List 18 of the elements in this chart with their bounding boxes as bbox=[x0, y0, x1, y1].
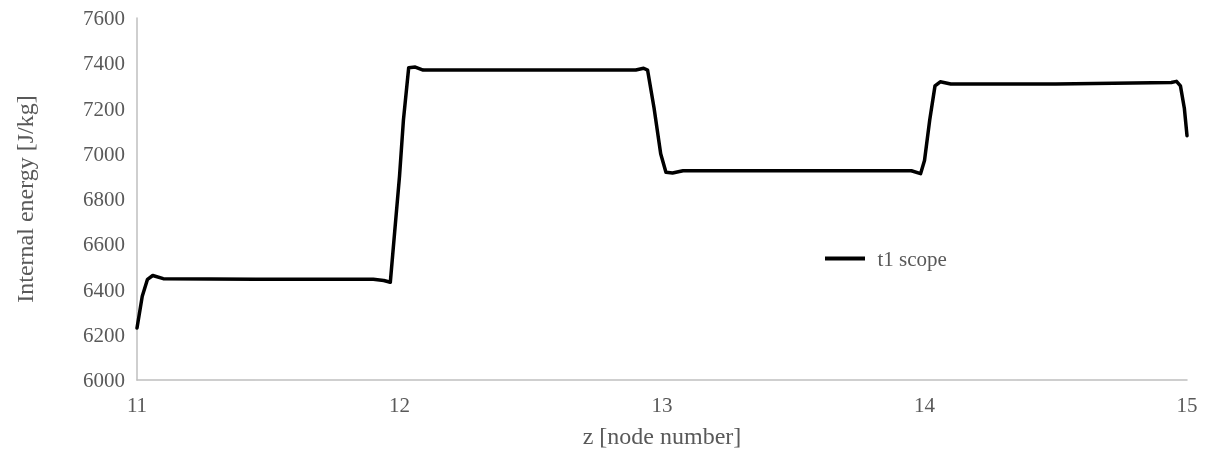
y-axis-title: Internal energy [J/kg] bbox=[12, 95, 38, 303]
x-axis-title: z [node number] bbox=[582, 423, 742, 449]
x-tick-label: 13 bbox=[651, 392, 673, 417]
y-tick-label: 6400 bbox=[83, 277, 125, 302]
line-series bbox=[135, 65, 1189, 330]
y-tick-label: 7000 bbox=[83, 141, 125, 166]
legend-label: t1 scope bbox=[877, 246, 947, 271]
x-tick-label: 14 bbox=[914, 392, 936, 417]
y-tick-label: 6000 bbox=[83, 368, 125, 392]
y-tick-label: 6200 bbox=[83, 322, 125, 347]
y-tick-label: 7400 bbox=[83, 51, 125, 76]
x-tick-label: 11 bbox=[126, 392, 148, 417]
y-tick-label: 6600 bbox=[83, 232, 125, 257]
y-tick-label: 6800 bbox=[83, 187, 125, 211]
x-tick-label: 15 bbox=[1176, 392, 1198, 417]
y-tick-label: 7600 bbox=[83, 6, 125, 30]
x-tick-label: 12 bbox=[389, 392, 410, 417]
y-tick-label: 7200 bbox=[83, 96, 125, 121]
